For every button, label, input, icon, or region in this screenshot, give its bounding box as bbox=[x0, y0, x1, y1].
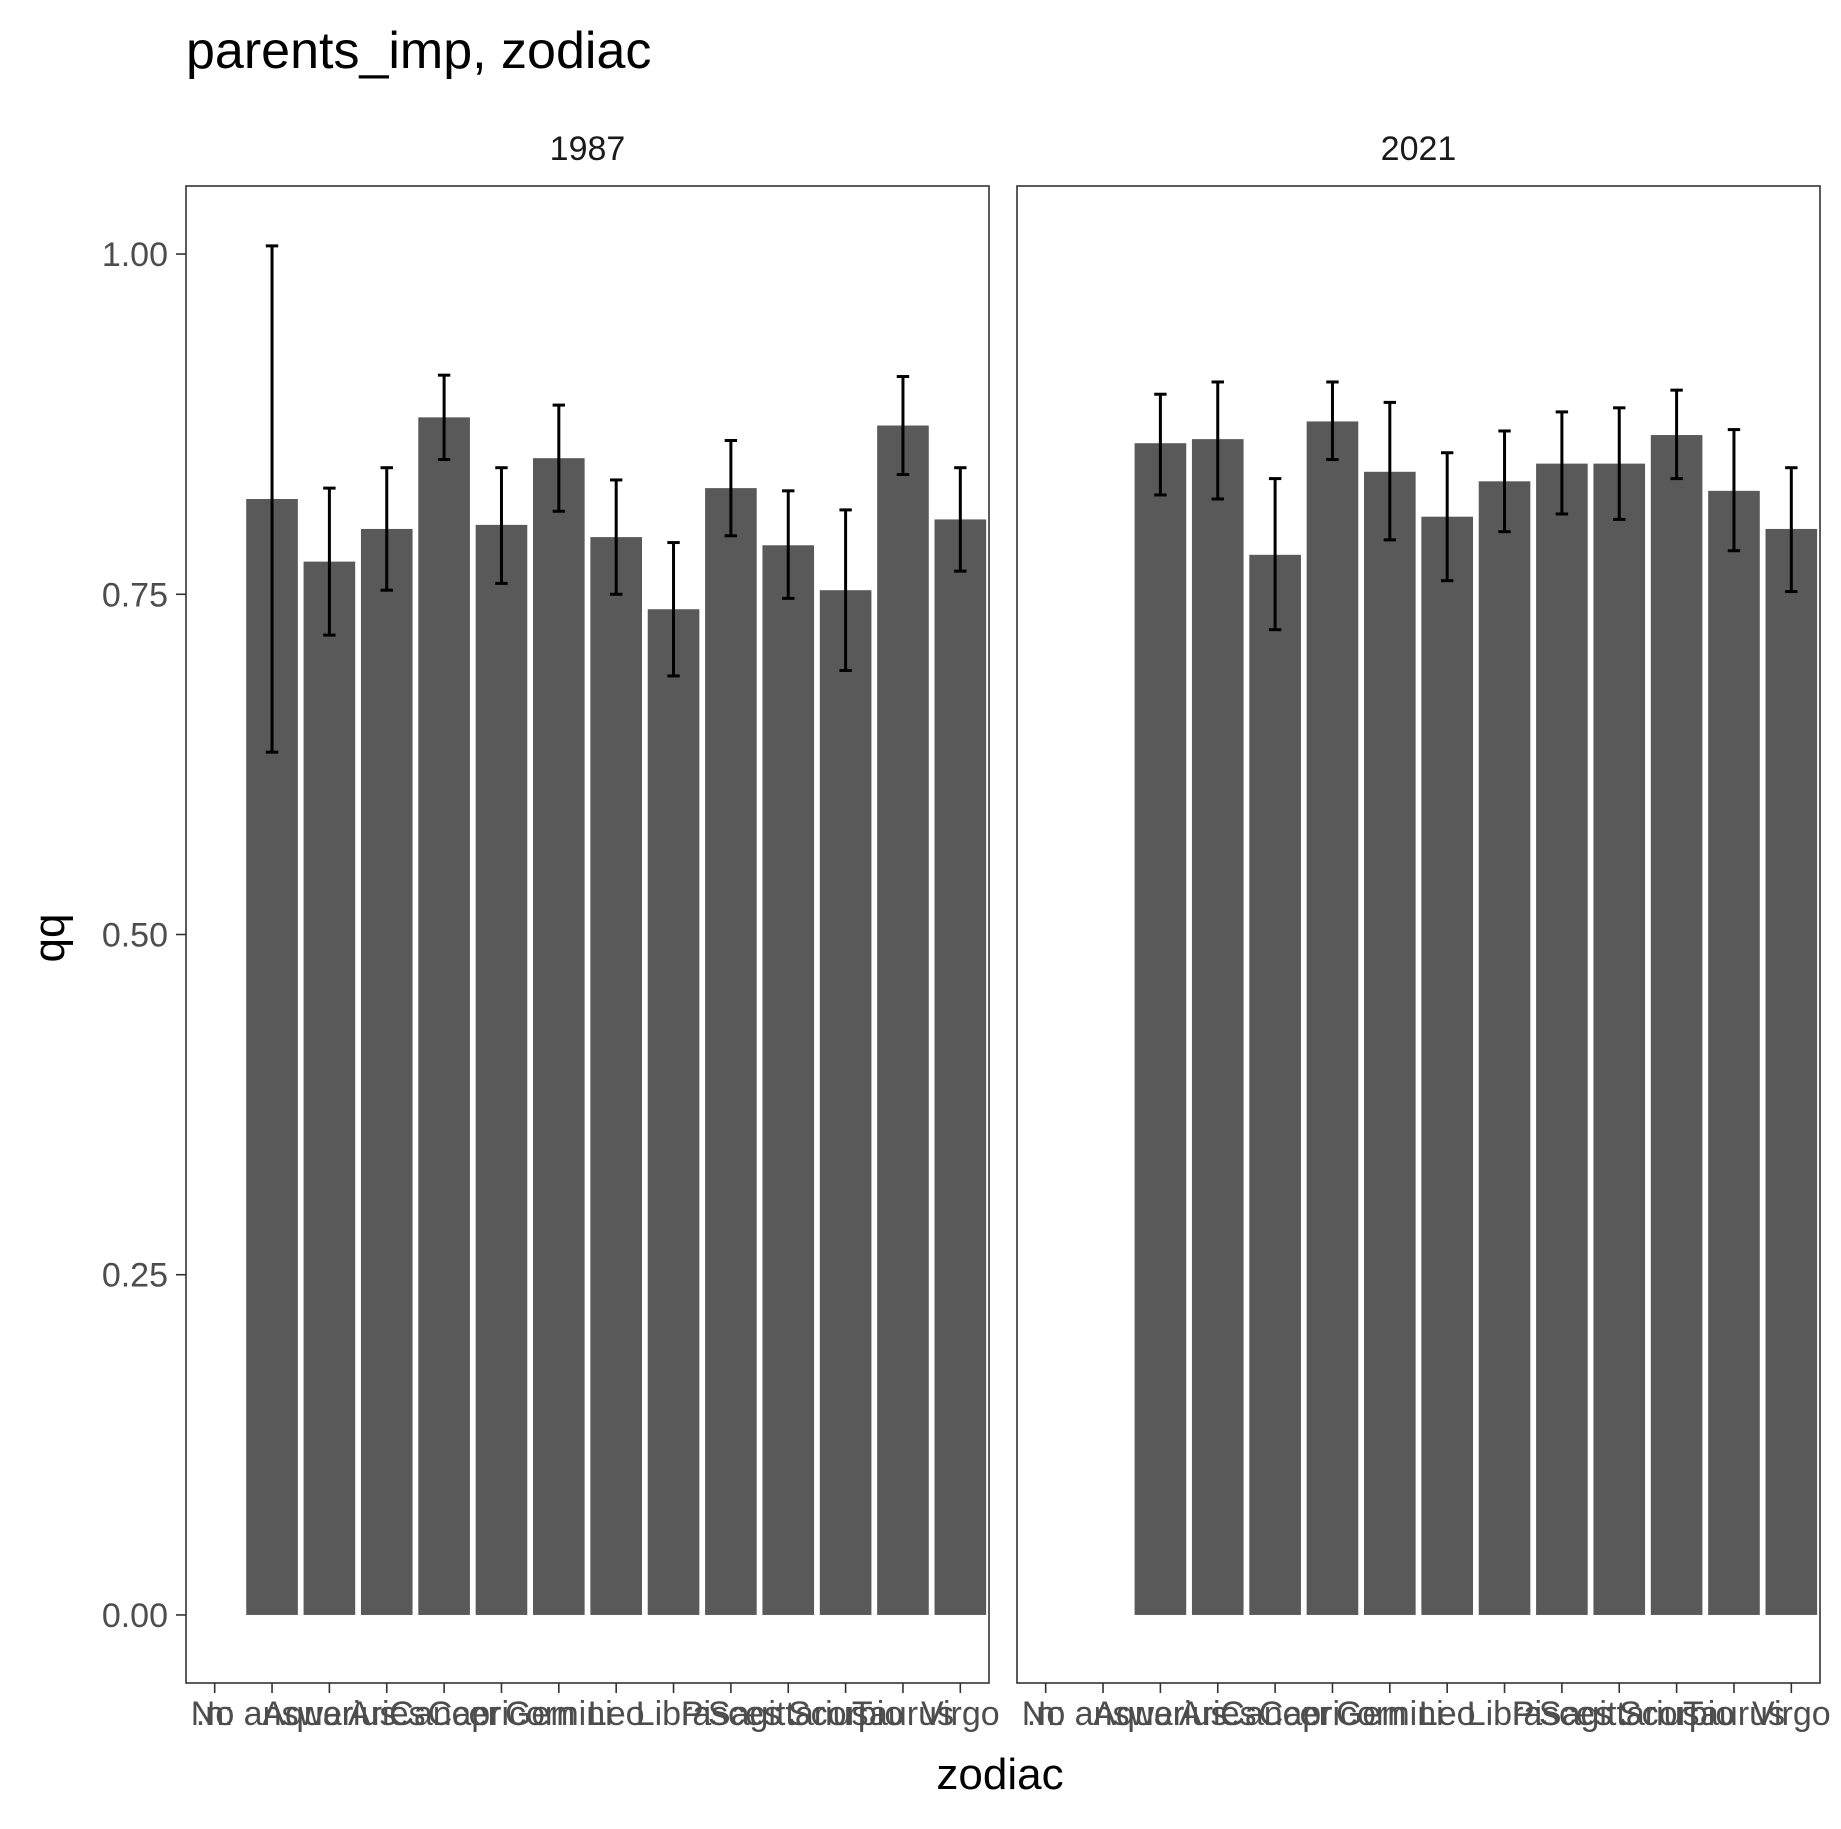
bar-sagittarius bbox=[762, 545, 815, 1615]
bar-gemini bbox=[533, 458, 585, 1615]
x-tick-label: No answer bbox=[191, 1695, 354, 1733]
x-tick-label: Cancer bbox=[1220, 1695, 1330, 1733]
x-tick-label: Sagittarius bbox=[1539, 1695, 1700, 1733]
bar-pisces bbox=[705, 488, 757, 1615]
panel-2021: 2021 .n:No answerAquariusAriesCancerCapri… bbox=[1016, 130, 1831, 1733]
bar-aquarius bbox=[1134, 443, 1187, 1615]
x-tick-label: Pisces bbox=[1512, 1695, 1612, 1733]
x-tick-label: Virgo bbox=[1752, 1695, 1831, 1733]
x-tick-label: Scorpio bbox=[788, 1695, 903, 1733]
bar-libra bbox=[647, 609, 700, 1615]
bar-sagittarius bbox=[1593, 463, 1646, 1615]
panels-group: 1987.n:No answerAquariusAriesCancerCapri… bbox=[185, 130, 1831, 1733]
x-tick-label: .n: bbox=[196, 1695, 234, 1733]
bar-gemini bbox=[1364, 471, 1416, 1615]
y-tick-label: 1.00 bbox=[102, 236, 168, 274]
bar-leo bbox=[590, 537, 642, 1615]
y-tick-label: 0.75 bbox=[102, 576, 168, 614]
x-tick-label: .n: bbox=[1027, 1695, 1065, 1733]
bar-cancer bbox=[418, 417, 470, 1615]
bar-aquarius bbox=[303, 561, 356, 1615]
x-tick-label: Gemini bbox=[1336, 1695, 1444, 1733]
x-tick-label: No answer bbox=[1022, 1695, 1185, 1733]
bar-virgo bbox=[1765, 528, 1818, 1615]
x-tick-label: Taurus bbox=[852, 1695, 954, 1733]
x-tick-label: Scorpio bbox=[1619, 1695, 1734, 1733]
x-tick-label: Cancer bbox=[389, 1695, 499, 1733]
x-tick-label: Gemini bbox=[505, 1695, 613, 1733]
panel-1987: 1987 .n:No answerAquariusAriesCancerCapri… bbox=[185, 130, 1000, 1733]
bar-cancer bbox=[1249, 554, 1301, 1615]
x-tick-label: Capricorn bbox=[1259, 1695, 1406, 1733]
panel-strip-label: 1987 bbox=[550, 130, 626, 168]
bar-taurus bbox=[877, 425, 929, 1615]
bar-aries bbox=[1191, 439, 1244, 1615]
bar-scorpio bbox=[819, 590, 872, 1615]
y-tick-label: 0.25 bbox=[102, 1257, 168, 1295]
x-axis-title: zodiac bbox=[936, 1750, 1063, 1799]
x-tick-label: Aquarius bbox=[262, 1695, 396, 1733]
bar-scorpio bbox=[1650, 435, 1703, 1615]
x-tick-label: Virgo bbox=[921, 1695, 1000, 1733]
panel-strip-label: 2021 bbox=[1381, 130, 1457, 168]
x-tick-label: Aries bbox=[348, 1695, 425, 1733]
y-tick-label: 0.00 bbox=[102, 1597, 168, 1635]
x-tick-label: Pisces bbox=[681, 1695, 781, 1733]
x-tick-label: Libra bbox=[1467, 1695, 1543, 1733]
bar-capricorn bbox=[1306, 421, 1359, 1615]
x-tick-label: Taurus bbox=[1683, 1695, 1785, 1733]
bar-capricorn bbox=[475, 524, 528, 1615]
y-tick-label: 0.50 bbox=[102, 917, 168, 955]
bar-leo bbox=[1421, 516, 1473, 1615]
bar-virgo bbox=[934, 519, 987, 1615]
x-tick-label: Capricorn bbox=[428, 1695, 575, 1733]
x-tick-label: Aries bbox=[1179, 1695, 1256, 1733]
x-tick-label: Aquarius bbox=[1093, 1695, 1227, 1733]
y-axis-title: qq bbox=[25, 914, 74, 963]
x-tick-label: Libra bbox=[636, 1695, 712, 1733]
bar-libra bbox=[1478, 481, 1531, 1615]
bar-taurus bbox=[1708, 490, 1760, 1615]
x-tick-label: Leo bbox=[588, 1695, 645, 1733]
x-tick-label: Sagittarius bbox=[708, 1695, 869, 1733]
bar-aries bbox=[360, 528, 413, 1615]
y-axis: 0.00 0.25 0.50 0.75 1.00 bbox=[102, 236, 186, 1635]
x-tick-label: Leo bbox=[1419, 1695, 1476, 1733]
panel-border bbox=[1016, 185, 1821, 1684]
chart-title: parents_imp, zodiac bbox=[186, 22, 651, 80]
bar-pisces bbox=[1536, 463, 1588, 1615]
